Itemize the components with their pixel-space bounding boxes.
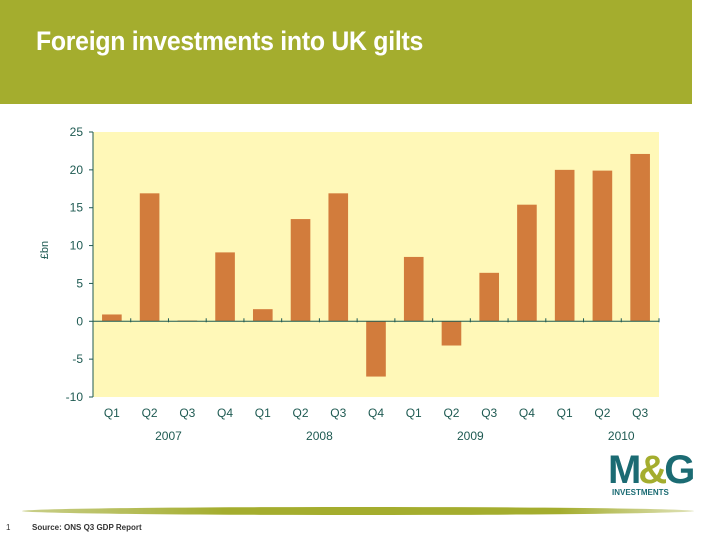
bar [517, 204, 537, 322]
y-tick-label: 0 [76, 314, 83, 328]
y-axis-label: £bn [39, 241, 51, 259]
x-tick-label: Q3 [632, 406, 648, 420]
bar [441, 321, 462, 346]
bar [479, 272, 500, 322]
bar [403, 256, 424, 322]
source-note: Source: ONS Q3 GDP Report [32, 523, 142, 532]
x-tick-label: Q3 [481, 406, 497, 420]
x-tick-label: Q1 [557, 406, 573, 420]
x-tick-label: Q2 [594, 406, 610, 420]
y-tick-label: 10 [70, 239, 84, 253]
bar [290, 219, 311, 322]
y-tick-label: -10 [66, 390, 84, 404]
page-number: 1 [6, 523, 11, 532]
bar [366, 321, 386, 377]
x-tick-label: Q4 [519, 406, 535, 420]
header-band: Foreign investments into UK gilts [0, 0, 692, 104]
y-tick-label: 15 [70, 201, 84, 215]
bar [139, 193, 160, 322]
x-tick-label: Q2 [443, 406, 459, 420]
year-label: 2010 [608, 429, 635, 443]
x-tick-label: Q1 [406, 406, 422, 420]
bar [215, 252, 235, 322]
y-tick-label: -5 [72, 352, 83, 366]
y-tick-label: 25 [70, 125, 84, 139]
y-tick-label: 20 [70, 163, 84, 177]
x-tick-label: Q4 [217, 406, 233, 420]
bar [592, 170, 613, 322]
bar [252, 309, 273, 322]
x-tick-label: Q2 [142, 406, 158, 420]
mg-investments-logo: M&G INVESTMENTS [608, 448, 695, 497]
y-tick-label: 5 [76, 276, 83, 290]
x-tick-label: Q3 [179, 406, 195, 420]
x-tick-label: Q4 [368, 406, 384, 420]
x-tick-label: Q3 [330, 406, 346, 420]
bar [102, 314, 122, 322]
bar [630, 153, 650, 322]
year-label: 2008 [306, 429, 333, 443]
x-tick-label: Q2 [293, 406, 309, 420]
x-tick-label: Q1 [104, 406, 120, 420]
x-tick-label: Q1 [255, 406, 271, 420]
year-label: 2009 [457, 429, 484, 443]
bar [554, 169, 575, 322]
bar [328, 193, 349, 322]
page-title: Foreign investments into UK gilts [36, 26, 423, 56]
year-label: 2007 [155, 429, 182, 443]
decorative-swoosh [22, 507, 694, 515]
